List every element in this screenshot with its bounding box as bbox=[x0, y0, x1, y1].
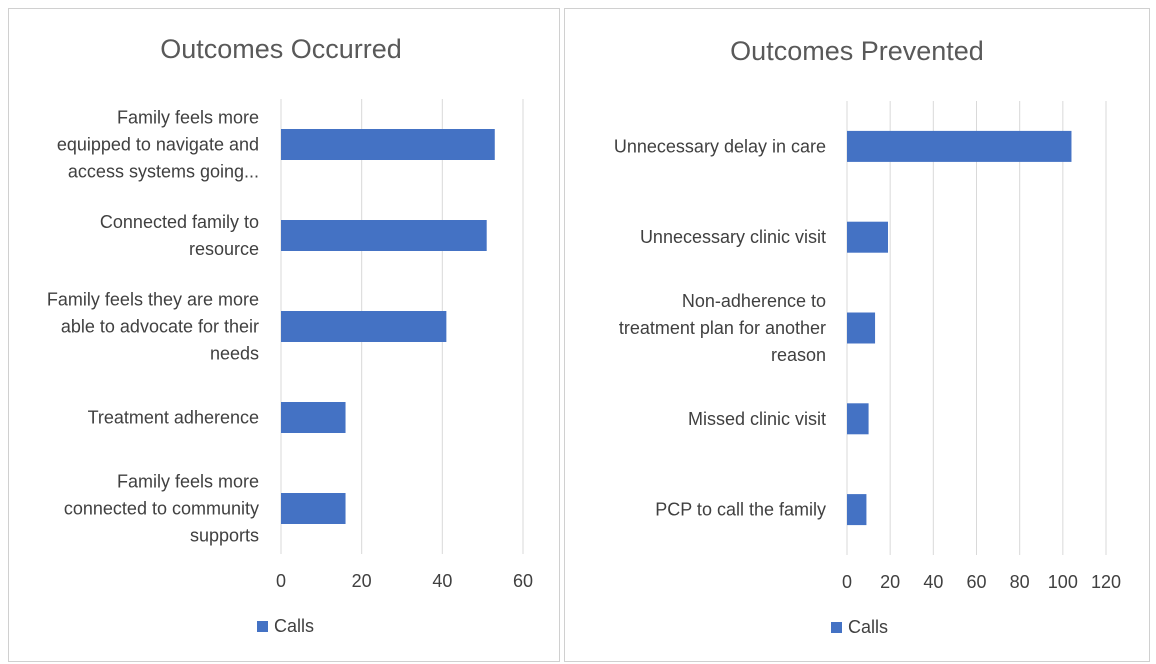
x-tick-label: 40 bbox=[923, 572, 943, 592]
category-label-line: Family feels they are more bbox=[47, 290, 259, 310]
x-tick-label: 100 bbox=[1048, 572, 1078, 592]
category-label-line: Unnecessary delay in care bbox=[614, 136, 826, 156]
category-label: PCP to call the family bbox=[655, 500, 826, 520]
chart-title: Outcomes Occurred bbox=[160, 34, 402, 64]
category-label-line: PCP to call the family bbox=[655, 500, 826, 520]
x-tick-label: 60 bbox=[966, 572, 986, 592]
bar bbox=[847, 494, 867, 526]
legend-swatch bbox=[257, 621, 268, 632]
chart-outcomes-occurred: Outcomes Occurred 0 20 40 60 Family feels mor… bbox=[47, 34, 533, 636]
category-label: Missed clinic visit bbox=[688, 409, 826, 429]
category-label-line: Treatment adherence bbox=[88, 408, 259, 428]
bar bbox=[847, 130, 1072, 162]
chart-title: Outcomes Prevented bbox=[730, 36, 984, 66]
category-label: Unnecessary delay in care bbox=[614, 136, 826, 156]
category-label-line: Non-adherence to bbox=[682, 291, 826, 311]
bar bbox=[281, 129, 495, 160]
bar bbox=[281, 493, 346, 524]
x-tick-label: 20 bbox=[352, 571, 372, 591]
bar bbox=[281, 402, 346, 433]
bar bbox=[281, 220, 487, 251]
category-label-line: equipped to navigate and bbox=[57, 135, 259, 155]
x-tick-label: 60 bbox=[513, 571, 533, 591]
x-tick-label: 0 bbox=[842, 572, 852, 592]
x-tick-label: 0 bbox=[276, 571, 286, 591]
category-label-line: treatment plan for another bbox=[619, 318, 826, 338]
category-label-line: Missed clinic visit bbox=[688, 409, 826, 429]
bar bbox=[847, 403, 869, 435]
x-tick-label: 40 bbox=[432, 571, 452, 591]
category-label: Family feels more equipped to navigate an… bbox=[57, 108, 259, 182]
category-label-line: supports bbox=[190, 526, 259, 546]
legend-label: Calls bbox=[274, 616, 314, 636]
chart-panel-outcomes-prevented: Outcomes Prevented 0 20 40 60 80 100 120 Unneces… bbox=[564, 8, 1150, 662]
category-label: Non-adherence to treatment plan for anoth… bbox=[619, 291, 826, 365]
category-label-line: access systems going... bbox=[68, 162, 259, 182]
bar bbox=[847, 221, 889, 253]
category-label-line: resource bbox=[189, 239, 259, 259]
legend-label: Calls bbox=[848, 617, 888, 637]
category-label-line: Family feels more bbox=[117, 472, 259, 492]
legend-swatch bbox=[831, 622, 842, 633]
category-label: Treatment adherence bbox=[88, 408, 259, 428]
bar bbox=[281, 311, 447, 342]
category-label-line: reason bbox=[771, 345, 826, 365]
category-label-line: needs bbox=[210, 344, 259, 364]
x-tick-label: 120 bbox=[1091, 572, 1121, 592]
category-label-line: Connected family to bbox=[100, 212, 259, 232]
chart-outcomes-prevented: Outcomes Prevented 0 20 40 60 80 100 120 Unneces… bbox=[614, 36, 1121, 637]
bar bbox=[847, 312, 876, 344]
category-label-line: Unnecessary clinic visit bbox=[640, 227, 826, 247]
category-label-line: connected to community bbox=[64, 499, 259, 519]
category-label: Unnecessary clinic visit bbox=[640, 227, 826, 247]
chart-panel-outcomes-occurred: Outcomes Occurred 0 20 40 60 Family feels mor… bbox=[8, 8, 560, 662]
category-label: Connected family to resource bbox=[100, 212, 259, 259]
x-tick-label: 80 bbox=[1010, 572, 1030, 592]
category-label: Family feels they are more able to advoca… bbox=[47, 290, 259, 364]
category-label: Family feels more connected to community s… bbox=[64, 472, 259, 546]
category-label-line: able to advocate for their bbox=[61, 317, 259, 337]
category-label-line: Family feels more bbox=[117, 108, 259, 128]
x-tick-label: 20 bbox=[880, 572, 900, 592]
